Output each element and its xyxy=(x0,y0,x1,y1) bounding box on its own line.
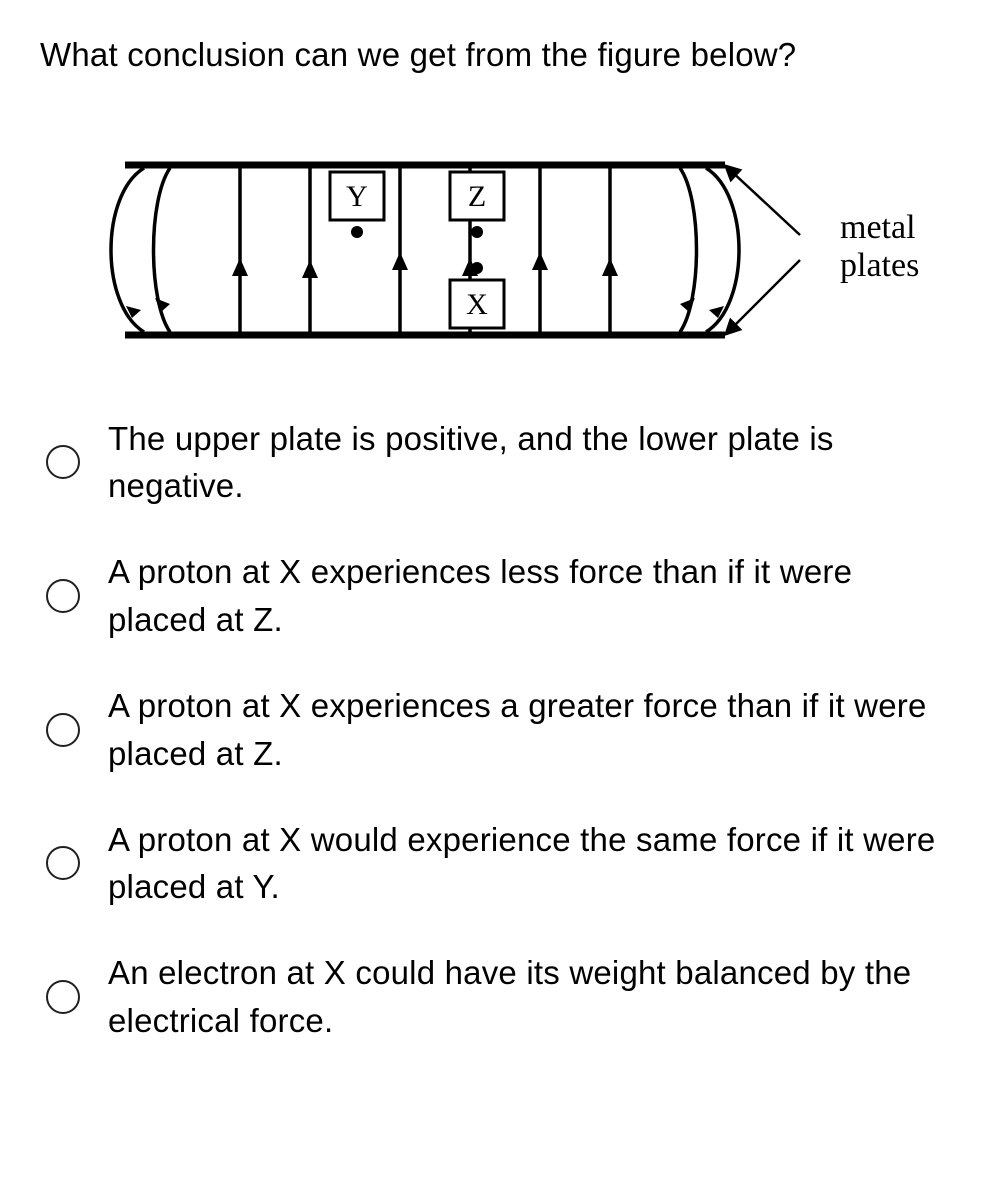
label-y: Y xyxy=(346,180,368,213)
option-text: A proton at X would experience the same … xyxy=(108,816,945,912)
radio-icon xyxy=(46,980,80,1014)
option-3[interactable]: A proton at X experiences a greater forc… xyxy=(40,682,945,778)
label-x: X xyxy=(466,288,488,321)
option-4[interactable]: A proton at X would experience the same … xyxy=(40,816,945,912)
radio-icon xyxy=(46,445,80,479)
options-list: The upper plate is positive, and the low… xyxy=(40,415,945,1045)
figure-caption-line1: metal xyxy=(840,209,916,246)
option-text: An electron at X could have its weight b… xyxy=(108,949,945,1045)
label-z: Z xyxy=(468,180,486,213)
radio-icon xyxy=(46,846,80,880)
figure-caption-line2: plates xyxy=(840,247,919,284)
option-5[interactable]: An electron at X could have its weight b… xyxy=(40,949,945,1045)
option-2[interactable]: A proton at X experiences less force tha… xyxy=(40,548,945,644)
option-text: A proton at X experiences a greater forc… xyxy=(108,682,945,778)
question-text: What conclusion can we get from the figu… xyxy=(40,30,945,80)
option-text: A proton at X experiences less force tha… xyxy=(108,548,945,644)
option-1[interactable]: The upper plate is positive, and the low… xyxy=(40,415,945,511)
option-text: The upper plate is positive, and the low… xyxy=(108,415,945,511)
radio-icon xyxy=(46,713,80,747)
figure: Y Z X metal plates xyxy=(70,140,945,365)
radio-icon xyxy=(46,579,80,613)
